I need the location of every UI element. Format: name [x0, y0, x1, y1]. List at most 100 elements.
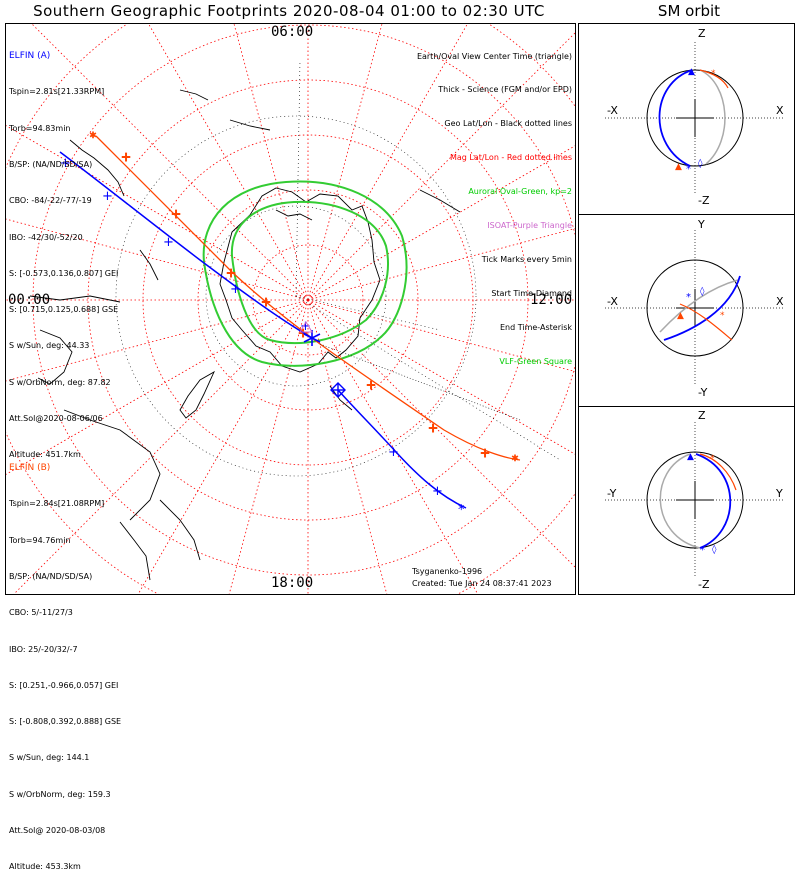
elfin-a-line: S: [-0.573,0.136,0.807] GEI	[9, 268, 119, 278]
legend-item: Mag Lat/Lon - Red dotted lines	[449, 153, 572, 163]
svg-text:+: +	[261, 295, 271, 309]
credit-text: Tsyganenko-1996	[412, 567, 483, 576]
sm2-right-label: X	[776, 295, 784, 308]
elfin-b-line: S w/OrbNorm, deg: 159.3	[9, 789, 111, 799]
svg-text:+: +	[163, 235, 174, 250]
sm1-bottom-label: -Z	[698, 194, 710, 207]
svg-text:*: *	[686, 164, 691, 175]
svg-text:*: *	[90, 130, 96, 144]
sm2-bottom-label: -Y	[698, 386, 708, 399]
svg-text:*: *	[686, 292, 691, 303]
legend-item: End Time-Asterisk	[499, 322, 572, 332]
geo-lat-lon-grid	[115, 59, 561, 477]
sm-panel-xz: ▲ * * ▲ ◊	[605, 42, 785, 194]
svg-text:+: +	[171, 207, 181, 221]
view-center-triangle	[299, 321, 313, 333]
elfin-b-line: IBO: 25/-20/32/-7	[9, 644, 78, 654]
svg-text:+: +	[432, 484, 443, 499]
elfin-b-line: Altitude: 453.3km	[9, 862, 81, 872]
elfin-a-line: S w/OrbNorm, deg: 87.82	[9, 377, 111, 387]
mag-lat-lon-grid	[6, 24, 575, 594]
svg-text:▲: ▲	[677, 311, 684, 321]
svg-text:*: *	[458, 503, 465, 518]
svg-text:+: +	[388, 445, 399, 460]
elfin-b-line: S: [-0.808,0.392,0.888] GSE	[9, 717, 122, 727]
legend-item: ISOAT-Purple Triangle	[487, 221, 572, 231]
svg-text:▲: ▲	[687, 452, 694, 462]
svg-text:+: +	[102, 189, 113, 204]
svg-text:◊: ◊	[698, 158, 703, 169]
svg-text:◊: ◊	[712, 544, 717, 555]
svg-text:*: *	[700, 545, 705, 556]
legend-item: Tick Marks every 5min	[481, 254, 572, 264]
svg-text:+: +	[60, 156, 71, 171]
elfin-a-line: IBO: -42/30/-52/20	[9, 232, 83, 242]
created-timestamp: Created: Tue Jan 24 08:37:41 2023	[412, 579, 552, 588]
footprint-map-frame	[5, 23, 576, 595]
elfin-a-info: ELFIN (A) Tspin=2.81s[21.33RPM] Torb=94.…	[9, 26, 118, 473]
elfin-b-line: CBO: 5/-11/27/3	[9, 608, 73, 618]
mlt-label-right: 12:00	[530, 292, 573, 308]
map-legend: Earth/Oval View Center Time (triangle) T…	[417, 28, 572, 378]
elfin-a-line: S w/Sun, deg: 44.33	[9, 341, 90, 351]
elfin-b-line: S w/Sun, deg: 144.1	[9, 753, 90, 763]
elfin-a-line: CBO: -84/-22/-77/-19	[9, 196, 92, 206]
legend-item: VLF-Green Square	[499, 356, 572, 366]
elfin-a-line: Att.Sol@2020-08-06/06	[9, 414, 103, 423]
sm1-left-label: -X	[607, 104, 618, 117]
legend-item: Auroral Oval-Green, kp=2	[468, 187, 572, 197]
sm-orbit-title: SM orbit	[657, 2, 721, 20]
legend-item: Thick - Science (FGM and/or EPD)	[438, 85, 572, 95]
sm-orbit-frame	[578, 23, 795, 595]
elfin-a-line: Altitude: 451.7km	[9, 450, 81, 460]
sm-panel-yz: ▲ * * ◊	[605, 422, 785, 578]
mlt-label-top: 06:00	[271, 24, 314, 40]
svg-text:+: +	[480, 446, 490, 460]
auroral-oval	[202, 180, 408, 367]
sm-panel-xy: * ◊ ▲ *	[605, 230, 785, 386]
start-time-diamond	[330, 382, 346, 398]
svg-text:+: +	[230, 282, 241, 297]
elfin-b-line: Att.Sol@ 2020-08-03/08	[9, 826, 106, 835]
sm3-top-label: Z	[698, 409, 706, 422]
svg-text:+: +	[121, 150, 131, 164]
sm-orbit-plots: ▲ * * ▲ ◊ * ◊ ▲ * ▲ * * ◊	[605, 42, 785, 578]
sm-panel-divider	[578, 214, 795, 215]
elfin-a-line: Tspin=2.81s[21.33RPM]	[9, 87, 105, 97]
elfin-a-line: Torb=94.83min	[9, 123, 71, 133]
plot-title: Southern Geographic Footprints 2020-08-0…	[33, 2, 545, 20]
sm3-bottom-label: -Z	[698, 578, 710, 591]
elfin-a-line: S: [0.715,0.125,0.688] GSE	[9, 305, 119, 315]
elfin-a-line: B/SP: (NA/ND/SD/SA)	[9, 160, 93, 170]
elfin-b-line: B/SP: (NA/ND/SD/SA)	[9, 572, 93, 582]
svg-text:◊: ◊	[700, 286, 705, 297]
svg-text:+: +	[300, 319, 311, 334]
elfin-b-line: Torb=94.76min	[9, 535, 71, 545]
legend-item: Geo Lat/Lon - Black dotted lines	[444, 119, 572, 129]
svg-text:+: +	[366, 378, 376, 392]
elfin-b-name: ELFIN (B)	[9, 463, 51, 474]
svg-text:+: +	[226, 266, 236, 280]
mlt-label-bottom: 18:00	[271, 575, 314, 591]
sm1-top-label: Z	[698, 27, 706, 40]
mlt-label-left: 00:00	[8, 292, 51, 308]
elfin-b-line: Tspin=2.84s[21.08RPM]	[9, 499, 105, 509]
sm3-right-label: Y	[776, 487, 783, 500]
elfin-a-tick-marks: + + + + + + + *	[60, 156, 465, 518]
svg-text:▲: ▲	[688, 67, 695, 77]
svg-text:*: *	[710, 454, 715, 464]
svg-text:▲: ▲	[675, 162, 682, 172]
end-time-asterisk	[303, 330, 321, 346]
svg-text:*: *	[711, 69, 716, 79]
sm1-right-label: X	[776, 104, 784, 117]
sm2-top-label: Y	[698, 218, 705, 231]
svg-text:*: *	[512, 453, 518, 467]
svg-text:*: *	[720, 311, 725, 321]
elfin-b-track	[95, 135, 521, 461]
legend-item: Start Time-Diamond	[491, 288, 572, 298]
elfin-a-track	[59, 151, 467, 509]
svg-text:+: +	[428, 421, 438, 435]
sm2-left-label: -X	[607, 295, 618, 308]
sm-panel-divider	[578, 406, 795, 407]
elfin-b-line: S: [0.251,-0.966,0.057] GEI	[9, 680, 119, 690]
